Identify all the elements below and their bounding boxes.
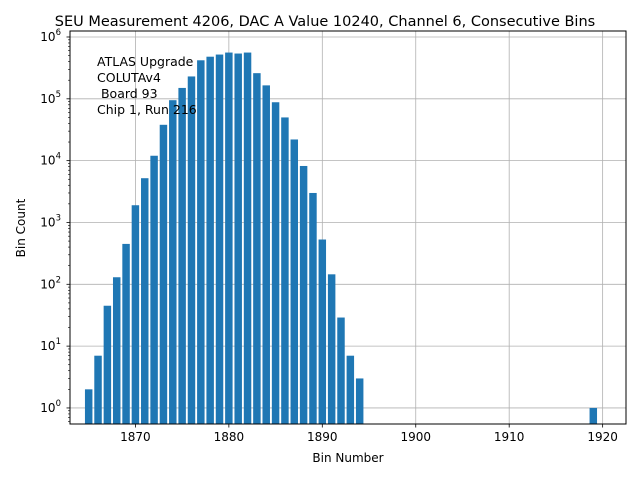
y-tick-exponent: 4 (56, 152, 61, 162)
bar-bin-1866 (94, 355, 102, 424)
bar-bin-1876 (187, 76, 196, 425)
y-tick-base: 10 (40, 401, 55, 415)
annotation-line: Chip 1, Run 216 (97, 102, 197, 117)
y-tick-base: 10 (40, 339, 55, 353)
bar-bin-1885 (271, 102, 280, 424)
annotation-line: ATLAS Upgrade (97, 54, 194, 69)
x-axis-ticks: 1870 1880 1890 1900 1910 1920 (120, 424, 618, 444)
x-tick-label: 1890 (307, 430, 338, 444)
bar-bin-1890 (318, 239, 327, 424)
y-tick-exponent: 6 (56, 28, 61, 38)
bar-bin-1873 (159, 124, 168, 424)
bar-bin-1881 (234, 53, 242, 424)
x-tick-label: 1900 (400, 430, 431, 444)
annotation-line: COLUTAv4 (97, 70, 161, 85)
y-tick-exponent: 3 (56, 213, 61, 223)
bar-bin-1865 (84, 389, 93, 424)
bar-bin-1894 (355, 378, 364, 424)
y-tick-label: 106 (40, 28, 61, 44)
bar-bin-1879 (215, 54, 224, 425)
y-axis-label: Bin Count (14, 198, 28, 257)
y-tick-label: 100 (40, 399, 61, 415)
bar-bin-1877 (197, 60, 205, 425)
bar-bin-1919 (589, 407, 598, 424)
y-tick-exponent: 2 (56, 275, 61, 285)
y-tick-label: 104 (40, 152, 61, 168)
y-tick-base: 10 (40, 277, 55, 291)
bars (84, 52, 598, 425)
bar-bin-1867 (103, 305, 112, 424)
y-tick-label: 103 (40, 213, 61, 229)
bar-bin-1874 (169, 100, 177, 425)
bar-bin-1882 (243, 52, 252, 425)
bar-bin-1891 (327, 274, 336, 424)
bar-bin-1883 (253, 73, 261, 424)
bar-bin-1878 (206, 56, 214, 424)
bar-bin-1868 (112, 277, 121, 424)
bar-bin-1875 (178, 87, 186, 425)
bar-bin-1886 (281, 117, 289, 424)
bar-bin-1880 (225, 52, 233, 425)
bar-bin-1872 (150, 155, 158, 424)
annotation-line: Board 93 (97, 86, 158, 101)
bar-bin-1871 (141, 178, 149, 424)
y-tick-label: 102 (40, 275, 61, 291)
y-tick-base: 10 (40, 30, 55, 44)
y-tick-base: 10 (40, 154, 55, 168)
bar-bin-1893 (346, 355, 355, 424)
y-tick-base: 10 (40, 215, 55, 229)
bar-bin-1870 (131, 205, 140, 424)
y-tick-label: 105 (40, 90, 61, 106)
bar-bin-1869 (122, 243, 130, 424)
y-tick-label: 101 (40, 337, 61, 353)
bar-bin-1884 (262, 85, 270, 425)
y-tick-exponent: 1 (56, 337, 61, 347)
plot-frame (69, 30, 627, 425)
y-tick-exponent: 0 (56, 399, 61, 409)
bar-bin-1888 (299, 165, 308, 424)
bar-bin-1889 (309, 192, 317, 424)
x-tick-label: 1920 (587, 430, 618, 444)
y-tick-base: 10 (40, 92, 55, 106)
x-tick-label: 1870 (120, 430, 151, 444)
bar-bin-1892 (337, 317, 345, 424)
x-tick-label: 1910 (494, 430, 525, 444)
bar-bin-1887 (290, 139, 299, 424)
x-axis-label: Bin Number (312, 451, 383, 465)
chart-title: SEU Measurement 4206, DAC A Value 10240,… (55, 14, 595, 30)
x-tick-label: 1880 (214, 430, 245, 444)
y-tick-exponent: 5 (56, 90, 61, 100)
